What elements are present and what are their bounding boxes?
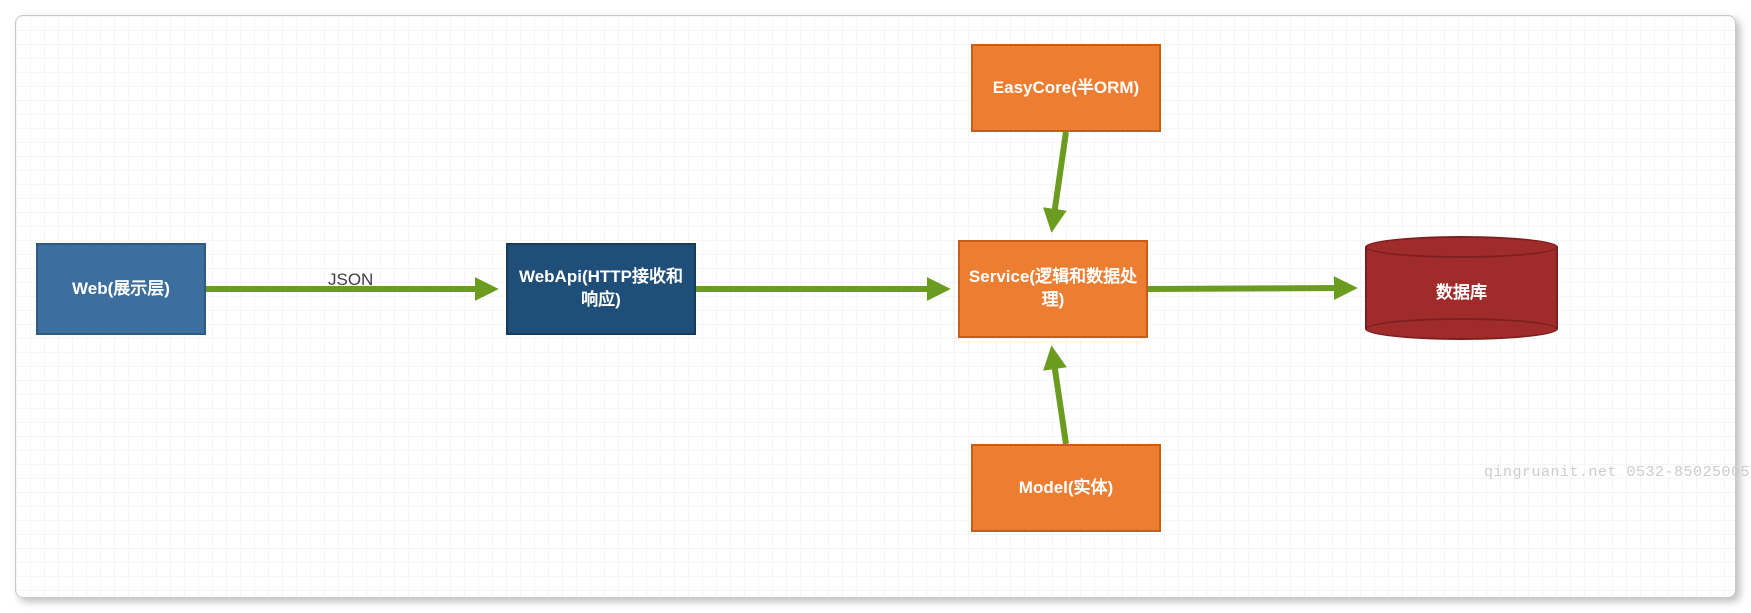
node-service: Service(逻辑和数据处理) — [958, 240, 1148, 338]
node-easycore-label: EasyCore(半ORM) — [993, 77, 1139, 100]
edge-service-to-db — [1148, 288, 1347, 289]
node-database-label: 数据库 — [1365, 278, 1558, 303]
database-top-ellipse — [1365, 236, 1558, 258]
node-web: Web(展示层) — [36, 243, 206, 335]
watermark-text: qingruanit.net 0532-85025005 — [1484, 464, 1750, 481]
node-web-label: Web(展示层) — [72, 278, 170, 301]
database-bottom-ellipse — [1365, 318, 1558, 340]
node-service-label: Service(逻辑和数据处理) — [966, 266, 1140, 312]
node-model: Model(实体) — [971, 444, 1161, 532]
node-webapi: WebApi(HTTP接收和响应) — [506, 243, 696, 335]
edge-easycore-to-service — [1053, 132, 1066, 222]
node-database: 数据库 — [1365, 236, 1558, 340]
node-webapi-label: WebApi(HTTP接收和响应) — [514, 266, 688, 312]
node-easycore: EasyCore(半ORM) — [971, 44, 1161, 132]
diagram-canvas: Web(展示层) WebApi(HTTP接收和响应) Service(逻辑和数据… — [15, 15, 1736, 598]
edge-model-to-service — [1053, 356, 1066, 444]
edge-label-json: JSON — [328, 270, 373, 290]
node-model-label: Model(实体) — [1019, 477, 1113, 500]
